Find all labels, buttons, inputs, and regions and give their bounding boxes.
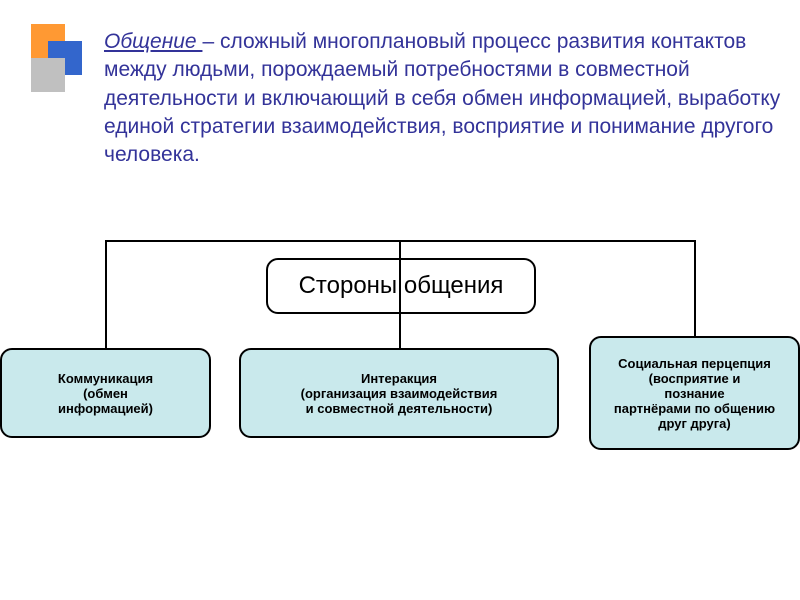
- diagram-child-2: Социальная перцепция(восприятие ипознани…: [589, 336, 800, 450]
- connector-v_left: [105, 240, 107, 348]
- decor-square-2: [31, 58, 65, 92]
- diagram-child-0-line-1: (обмен: [83, 386, 128, 401]
- diagram-child-0: Коммуникация(обменинформацией): [0, 348, 211, 438]
- diagram-child-2-line-3: партнёрами по общению: [614, 401, 775, 416]
- definition-heading: Общение – сложный многоплановый процесс …: [104, 28, 784, 170]
- connector-v_mid: [399, 240, 401, 348]
- definition-term: Общение: [104, 30, 202, 53]
- diagram-child-1-line-2: и совместной деятельности): [306, 401, 493, 416]
- diagram-child-0-line-2: информацией): [58, 401, 153, 416]
- diagram-child-2-line-0: Социальная перцепция: [618, 356, 771, 371]
- definition-text: – сложный многоплановый процесс развития…: [104, 30, 780, 166]
- diagram-child-2-line-4: друг друга): [658, 416, 731, 431]
- diagram-child-2-line-2: познание: [664, 386, 724, 401]
- sides-of-communication-diagram: Стороны общения Коммуникация(обменинформ…: [0, 240, 800, 520]
- diagram-child-2-line-1: (восприятие и: [649, 371, 741, 386]
- diagram-child-1-line-0: Интеракция: [361, 371, 437, 386]
- diagram-root-label: Стороны общения: [299, 272, 504, 300]
- diagram-child-1: Интеракция(организация взаимодействияи с…: [239, 348, 559, 438]
- diagram-root: Стороны общения: [266, 258, 536, 314]
- diagram-child-0-line-0: Коммуникация: [58, 371, 153, 386]
- connector-v_right: [694, 240, 696, 348]
- diagram-child-1-line-1: (организация взаимодействия: [301, 386, 498, 401]
